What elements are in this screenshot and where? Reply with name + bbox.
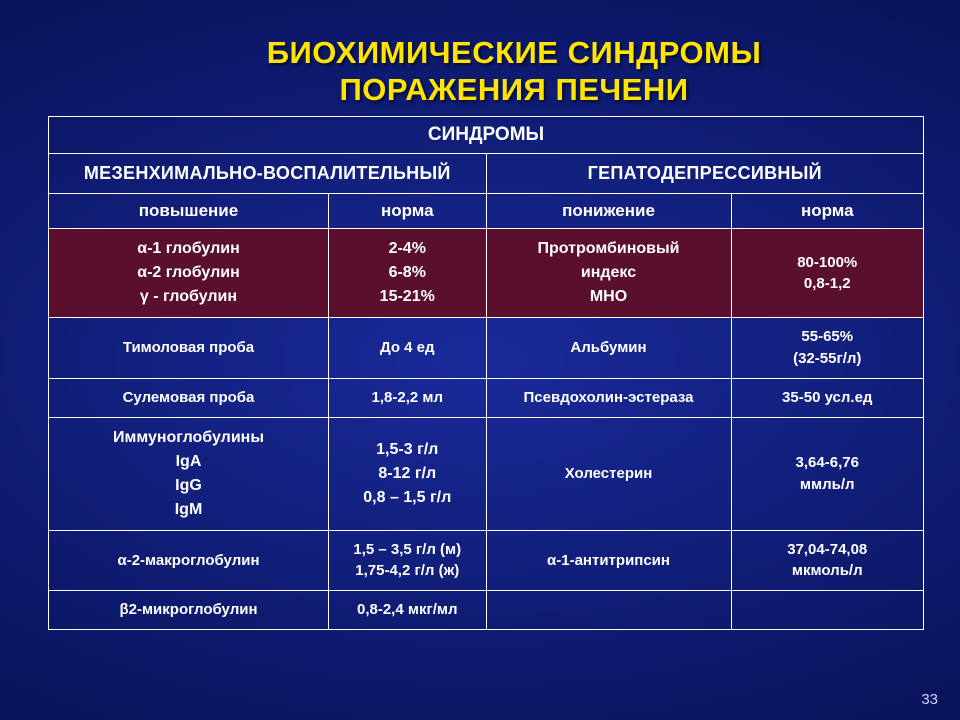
cell-line: 55-65% [738, 326, 918, 348]
subheader-0: повышение [49, 194, 329, 229]
table-row: ИммуноглобулиныIgAIgGIgM1,5-3 г/л8-12 г/… [49, 417, 924, 530]
cell-line: (32-55г/л) [738, 348, 918, 370]
cell-line: α-2-макроглобулин [55, 550, 322, 572]
table-cell: 0,8-2,4 мкг/мл [329, 591, 487, 630]
cell-line: 37,04-74,08 [738, 539, 918, 561]
cell-line: индекс [493, 261, 725, 285]
cell-line: До 4 ед [335, 337, 480, 359]
table-cell [731, 591, 924, 630]
cell-line: Сулемовая проба [55, 387, 322, 409]
cell-line: МНО [493, 285, 725, 309]
table-cell: Альбумин [486, 318, 731, 379]
cell-line: α-1-антитрипсин [493, 550, 725, 572]
cell-line: Псевдохолин-эстераза [493, 387, 725, 409]
cell-line: Альбумин [493, 337, 725, 359]
cell-line: 15-21% [335, 285, 480, 309]
cell-line: 0,8 – 1,5 г/л [335, 486, 480, 510]
table-cell: α-1 глобулинα-2 глобулинγ - глобулин [49, 229, 329, 318]
table-cell: α-1-антитрипсин [486, 530, 731, 591]
syndromes-table: СИНДРОМЫ МЕЗЕНХИМАЛЬНО-ВОСПАЛИТЕЛЬНЫЙ ГЕ… [48, 116, 924, 630]
cell-line: 80-100% [738, 252, 918, 274]
cell-line: Холестерин [493, 463, 725, 485]
table-cell: Холестерин [486, 417, 731, 530]
header-group-right: ГЕПАТОДЕПРЕССИВНЫЙ [486, 154, 924, 194]
cell-line: α-1 глобулин [55, 237, 322, 261]
cell-line: 35-50 усл.ед [738, 387, 918, 409]
cell-line: 6-8% [335, 261, 480, 285]
cell-line: 0,8-2,4 мкг/мл [335, 599, 480, 621]
table-cell: 80-100%0,8-1,2 [731, 229, 924, 318]
table-cell: 35-50 усл.ед [731, 378, 924, 417]
table-cell: 1,5 – 3,5 г/л (м)1,75-4,2 г/л (ж) [329, 530, 487, 591]
cell-line: 1,8-2,2 мл [335, 387, 480, 409]
cell-line: γ - глобулин [55, 285, 322, 309]
table-container: СИНДРОМЫ МЕЗЕНХИМАЛЬНО-ВОСПАЛИТЕЛЬНЫЙ ГЕ… [48, 116, 924, 630]
cell-line: мкмоль/л [738, 560, 918, 582]
header-group-left: МЕЗЕНХИМАЛЬНО-ВОСПАЛИТЕЛЬНЫЙ [49, 154, 487, 194]
table-row: α-2-макроглобулин 1,5 – 3,5 г/л (м)1,75-4… [49, 530, 924, 591]
cell-line: 1,5-3 г/л [335, 438, 480, 462]
table-row: α-1 глобулинα-2 глобулинγ - глобулин2-4%… [49, 229, 924, 318]
cell-line: Протромбиновый [493, 237, 725, 261]
cell-line: 0,8-1,2 [738, 273, 918, 295]
cell-line: 3,64-6,76 [738, 452, 918, 474]
table-cell: Тимоловая проба [49, 318, 329, 379]
subheader-1: норма [329, 194, 487, 229]
table-cell: Сулемовая проба [49, 378, 329, 417]
cell-line: Иммуноглобулины [55, 426, 322, 450]
cell-line: 1,5 – 3,5 г/л (м) [335, 539, 480, 561]
subheader-2: понижение [486, 194, 731, 229]
subheader-3: норма [731, 194, 924, 229]
table-cell: ПротромбиновыйиндексМНО [486, 229, 731, 318]
slide-container: БИОХИМИЧЕСКИЕ СИНДРОМЫ ПОРАЖЕНИЯ ПЕЧЕНИ … [0, 0, 960, 720]
table-row: Тимоловая проба До 4 ед Альбумин 55-65%(32-… [49, 318, 924, 379]
table-row: β2-микроглобулин 0,8-2,4 мкг/мл [49, 591, 924, 630]
table-cell: α-2-макроглобулин [49, 530, 329, 591]
table-cell: 3,64-6,76ммль/л [731, 417, 924, 530]
cell-line: α-2 глобулин [55, 261, 322, 285]
cell-line: 1,75-4,2 г/л (ж) [335, 560, 480, 582]
table-cell: 1,5-3 г/л8-12 г/л0,8 – 1,5 г/л [329, 417, 487, 530]
cell-line: β2-микроглобулин [55, 599, 322, 621]
cell-line: IgM [55, 498, 322, 522]
title-line-2: ПОРАЖЕНИЯ ПЕЧЕНИ [339, 72, 688, 107]
table-cell: β2-микроглобулин [49, 591, 329, 630]
header-syndromes: СИНДРОМЫ [49, 117, 924, 154]
table-cell: 1,8-2,2 мл [329, 378, 487, 417]
title-line-1: БИОХИМИЧЕСКИЕ СИНДРОМЫ [267, 35, 762, 70]
page-number: 33 [921, 691, 938, 708]
table-cell: 55-65%(32-55г/л) [731, 318, 924, 379]
table-body: α-1 глобулинα-2 глобулинγ - глобулин2-4%… [49, 229, 924, 630]
table-cell: 2-4%6-8%15-21% [329, 229, 487, 318]
table-cell [486, 591, 731, 630]
cell-line: IgG [55, 474, 322, 498]
cell-line: Тимоловая проба [55, 337, 322, 359]
table-row: Сулемовая проба 1,8-2,2 мл Псевдохолин-эст… [49, 378, 924, 417]
table-cell: 37,04-74,08мкмоль/л [731, 530, 924, 591]
slide-title: БИОХИМИЧЕСКИЕ СИНДРОМЫ ПОРАЖЕНИЯ ПЕЧЕНИ [104, 34, 924, 108]
cell-line: 2-4% [335, 237, 480, 261]
table-cell: ИммуноглобулиныIgAIgGIgM [49, 417, 329, 530]
table-head: СИНДРОМЫ МЕЗЕНХИМАЛЬНО-ВОСПАЛИТЕЛЬНЫЙ ГЕ… [49, 117, 924, 229]
table-cell: До 4 ед [329, 318, 487, 379]
cell-line: IgA [55, 450, 322, 474]
cell-line: 8-12 г/л [335, 462, 480, 486]
table-cell: Псевдохолин-эстераза [486, 378, 731, 417]
cell-line: ммль/л [738, 474, 918, 496]
